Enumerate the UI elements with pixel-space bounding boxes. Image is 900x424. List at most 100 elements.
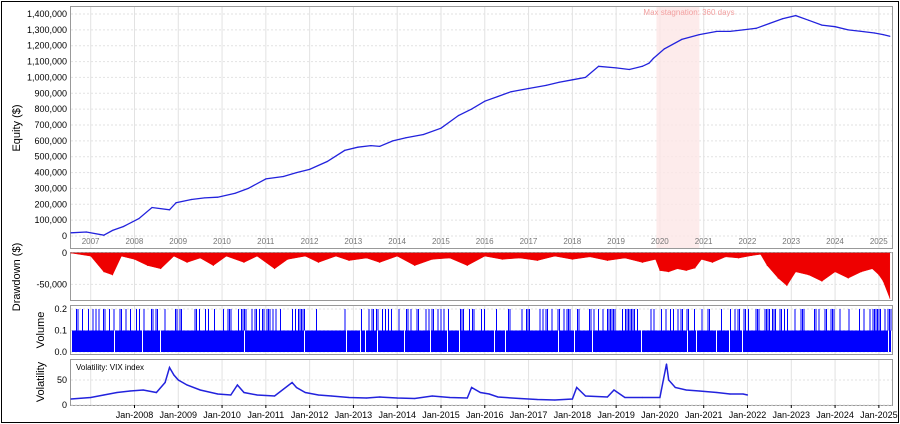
volatility-point bbox=[536, 398, 538, 401]
volume-bar bbox=[775, 309, 776, 331]
volume-bar bbox=[815, 309, 817, 331]
volume-bar bbox=[818, 309, 820, 331]
volume-bar bbox=[680, 309, 682, 331]
volatility-point bbox=[396, 397, 398, 399]
equity-point bbox=[584, 76, 587, 79]
volume-bar bbox=[82, 309, 83, 331]
volatility-point bbox=[606, 396, 608, 398]
drawdown-point bbox=[304, 255, 306, 257]
volume-bar bbox=[875, 309, 877, 331]
equity-point bbox=[755, 27, 757, 29]
volume-bar bbox=[472, 309, 473, 331]
volume-bar bbox=[230, 309, 232, 331]
year-label: 2019 bbox=[607, 237, 625, 246]
xtick-label: Jan-2011 bbox=[247, 410, 284, 420]
drawdown-point bbox=[348, 260, 350, 262]
equity-point bbox=[781, 18, 784, 20]
volume-bar bbox=[130, 309, 131, 331]
volume-bar bbox=[545, 309, 547, 331]
drawdown-point bbox=[274, 268, 276, 270]
drawdown-point bbox=[449, 257, 451, 259]
drawdown-point bbox=[536, 260, 538, 262]
volume-bar bbox=[701, 309, 703, 331]
volume-gap bbox=[574, 330, 575, 352]
volume-bar bbox=[460, 309, 461, 331]
equity-ytick-label: 400,000 bbox=[34, 168, 67, 178]
drawdown-point bbox=[659, 270, 661, 272]
volume-bar bbox=[92, 309, 94, 331]
drawdown-point bbox=[160, 268, 162, 270]
volume-bar bbox=[539, 309, 541, 331]
drawdown-point bbox=[738, 257, 740, 259]
drawdown-point bbox=[70, 252, 72, 254]
volume-bar bbox=[626, 309, 628, 331]
volume-bar bbox=[568, 309, 569, 331]
volatility-point bbox=[199, 389, 201, 391]
volume-bar bbox=[859, 309, 860, 331]
volume-bar bbox=[428, 309, 430, 331]
volume-bar bbox=[266, 309, 268, 331]
volume-gap bbox=[365, 330, 366, 352]
volume-gap bbox=[360, 330, 361, 352]
equity-point bbox=[217, 196, 219, 198]
volume-bar bbox=[443, 309, 445, 331]
drawdown-point bbox=[484, 255, 486, 257]
equity-point bbox=[309, 168, 311, 170]
volatility-point bbox=[479, 391, 482, 394]
drawdown-point bbox=[786, 285, 788, 287]
drawdown-point bbox=[701, 258, 703, 260]
volume-bar bbox=[298, 309, 299, 331]
volume-gap bbox=[592, 330, 593, 352]
volume-bar bbox=[98, 309, 100, 331]
xtick-label: Jan-2020 bbox=[641, 410, 679, 420]
volume-bar bbox=[113, 309, 115, 331]
stagnation-rect bbox=[656, 7, 700, 248]
drawdown-point bbox=[766, 265, 768, 267]
year-label: 2013 bbox=[344, 237, 362, 246]
drawdown-point bbox=[777, 277, 779, 279]
equity-point bbox=[681, 38, 683, 40]
volume-bar bbox=[473, 309, 475, 331]
volume-gap bbox=[687, 330, 688, 352]
year-label: 2007 bbox=[82, 237, 100, 246]
equity-point bbox=[615, 67, 617, 69]
drawdown-point bbox=[90, 255, 92, 257]
volume-bar bbox=[88, 309, 89, 331]
year-label: 2022 bbox=[738, 237, 756, 246]
xtick-label: Jan-2010 bbox=[203, 410, 241, 420]
volume-gap bbox=[494, 330, 495, 352]
volume-bar bbox=[388, 309, 389, 331]
volatility-point bbox=[449, 396, 451, 399]
volume-bar bbox=[151, 309, 152, 331]
volume-bar bbox=[557, 309, 559, 331]
volume-bar bbox=[302, 309, 304, 331]
volume-bar bbox=[613, 309, 614, 331]
volume-bar bbox=[241, 309, 242, 331]
volume-gap bbox=[160, 330, 161, 352]
volatility-point bbox=[497, 396, 499, 398]
volume-bar bbox=[469, 309, 470, 331]
xtick-label: Jan-2009 bbox=[160, 410, 198, 420]
year-label: 2012 bbox=[301, 237, 319, 246]
volume-bar bbox=[682, 309, 683, 331]
volume-gap bbox=[447, 330, 448, 352]
drawdown-ytick-label: 0 bbox=[62, 248, 67, 258]
volume-bar bbox=[739, 309, 740, 331]
equity-point bbox=[85, 231, 87, 233]
volume-bar bbox=[223, 309, 224, 331]
volume-bar bbox=[884, 309, 886, 331]
volume-bar bbox=[196, 309, 197, 331]
volume-ytick-label: 0.2 bbox=[54, 304, 67, 314]
volume-bar bbox=[637, 309, 638, 331]
year-label: 2017 bbox=[520, 237, 538, 246]
volume-bar bbox=[344, 309, 346, 331]
volatility-point bbox=[584, 395, 587, 397]
volume-bar bbox=[608, 309, 610, 331]
volume-bar bbox=[152, 309, 154, 331]
equity-point bbox=[641, 65, 644, 67]
volume-bar bbox=[72, 330, 891, 352]
volume-bar bbox=[869, 309, 871, 331]
equity-point bbox=[834, 26, 836, 28]
volume-bar bbox=[748, 309, 749, 331]
volume-bar bbox=[301, 309, 302, 331]
